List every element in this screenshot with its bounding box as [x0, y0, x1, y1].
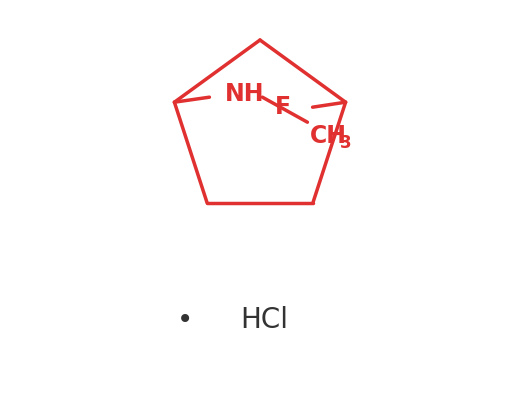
Text: F: F — [275, 95, 291, 119]
Text: NH: NH — [225, 82, 264, 106]
Text: HCl: HCl — [240, 306, 288, 334]
Text: 3: 3 — [340, 134, 351, 152]
Text: •: • — [177, 306, 193, 334]
Text: CH: CH — [309, 124, 346, 148]
